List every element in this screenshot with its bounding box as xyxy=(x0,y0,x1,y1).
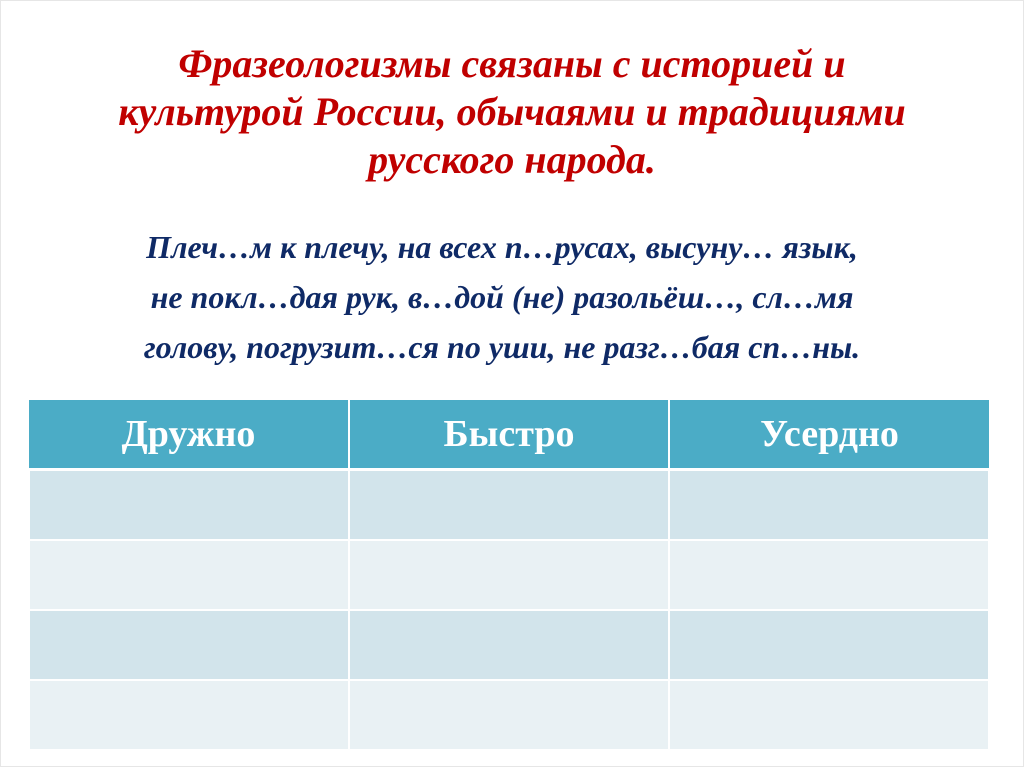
title-line: русского народа. xyxy=(368,137,656,182)
table-cell xyxy=(348,679,670,751)
table-row xyxy=(28,539,990,611)
table-header-row: Дружно Быстро Усердно xyxy=(29,400,989,471)
table-cell xyxy=(668,679,990,751)
table-cell xyxy=(348,609,670,681)
table-cell xyxy=(348,539,670,611)
table-cell xyxy=(668,468,990,541)
phrases-line: Плеч…м к плечу, на всех п…русах, высуну…… xyxy=(146,229,858,265)
header-userdno: Усердно xyxy=(669,400,989,471)
table-row xyxy=(28,468,990,541)
title-line: Фразеологизмы связаны с историей и xyxy=(178,41,846,86)
header-bystro: Быстро xyxy=(349,400,670,471)
table-cell xyxy=(28,468,350,541)
header-druzhno: Дружно xyxy=(29,400,350,471)
table-cell xyxy=(348,468,670,541)
table-cell xyxy=(28,539,350,611)
table-cell xyxy=(668,539,990,611)
classification-table: Дружно Быстро Усердно xyxy=(28,400,990,751)
phrases-line: голову, погрузит…ся по уши, не разг…бая … xyxy=(143,329,861,365)
phrases-text: Плеч…м к плечу, на всех п…русах, высуну…… xyxy=(20,222,984,372)
table-row xyxy=(28,609,990,681)
title-line: культурой России, обычаями и традициями xyxy=(118,89,906,134)
table-cell xyxy=(28,679,350,751)
table-cell xyxy=(668,609,990,681)
table-row xyxy=(28,679,990,751)
slide-title: Фразеологизмы связаны с историей и культ… xyxy=(40,40,984,184)
table-cell xyxy=(28,609,350,681)
phrases-line: не покл…дая рук, в…дой (не) разольёш…, с… xyxy=(150,279,854,315)
